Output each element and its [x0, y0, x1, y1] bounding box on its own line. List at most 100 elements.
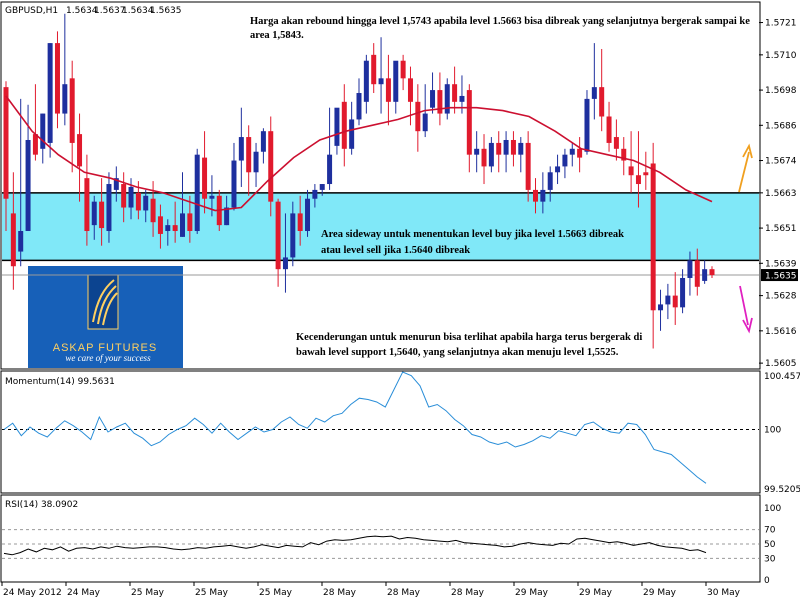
candle-body — [128, 186, 134, 208]
bottom-note-line-2: bawah level support 1,5640, yang selanju… — [296, 347, 619, 358]
candle-body — [665, 295, 671, 305]
candle-body — [106, 184, 112, 232]
candle-body — [635, 175, 641, 185]
candle-body — [680, 277, 686, 308]
mid-note-line-1: Area sideway untuk menentukan level buy … — [321, 229, 624, 240]
candle-body — [393, 60, 399, 102]
candle-body — [194, 154, 200, 232]
arrow-down-icon — [739, 285, 753, 334]
candle-body — [481, 148, 487, 167]
price-tick-label: 1.5651 — [765, 224, 797, 234]
time-tick-label: 28 May — [323, 588, 357, 598]
bottom-note-line-1: Kecenderungan untuk menurun bisa terliha… — [296, 332, 642, 343]
price-tick-label: 1.5663 — [765, 189, 797, 199]
candle-body — [297, 213, 303, 232]
price-tick-label: 1.5616 — [765, 327, 797, 337]
candle-body — [77, 134, 83, 167]
rsi-axis-ticks: 100 70 50 30 0 — [764, 504, 781, 586]
candle-body — [327, 154, 333, 185]
candle-body — [363, 60, 369, 102]
rsi-tick-label: 30 — [764, 554, 776, 564]
candle-body — [91, 201, 97, 226]
rsi-tick-label: 70 — [764, 526, 776, 536]
candle-body — [172, 225, 178, 232]
candle-body — [555, 166, 561, 173]
time-tick-label: 28 May — [451, 588, 485, 598]
candle-body — [113, 178, 119, 190]
price-tick-label: 1.5721 — [765, 19, 797, 29]
candle-body — [180, 213, 185, 237]
candle-body — [540, 189, 546, 202]
time-tick-label: 29 May — [643, 588, 677, 598]
candle-body — [422, 113, 428, 132]
candle-body — [496, 142, 502, 155]
top-note-line-1: Harga akan rebound hingga level 1,5743 a… — [250, 16, 750, 27]
current-price-box — [761, 269, 798, 282]
rsi-tick-label: 0 — [764, 576, 770, 586]
time-tick-label: 24 May 2012 — [3, 588, 62, 598]
candle-body — [32, 134, 38, 155]
time-tick-label: 28 May — [387, 588, 421, 598]
logo-tagline: we care of your success — [65, 353, 151, 363]
logo-flame-icon — [92, 279, 118, 326]
price-panel: ASKAP FUTURES we care of your success 1.… — [0, 1, 798, 370]
time-tick-label: 25 May — [195, 588, 229, 598]
momentum-tick-label: 100.4577 — [764, 372, 800, 382]
rsi-panel-frame — [0, 494, 761, 583]
price-tick-label: 1.5605 — [765, 359, 797, 369]
time-axis: 24 May 2012 24 May 25 May 25 May 25 May 28 Ma… — [1, 582, 741, 598]
candle-body — [430, 90, 436, 108]
candle-body — [444, 84, 450, 114]
candle-body — [25, 139, 31, 232]
candle-body — [452, 84, 458, 102]
rsi-level-lines — [2, 529, 759, 559]
momentum-tick-label: 99.5205 — [764, 485, 800, 495]
candle-body — [62, 84, 68, 114]
candle-body — [569, 148, 575, 155]
candle-body — [312, 189, 318, 199]
candle-body — [415, 101, 421, 132]
candle-body — [613, 137, 619, 149]
price-tick-label: 1.5698 — [765, 86, 797, 96]
rsi-tick-label: 100 — [764, 504, 781, 514]
candle-body — [224, 207, 230, 226]
candle-body — [577, 148, 583, 158]
momentum-line — [3, 371, 707, 484]
candle-body — [378, 78, 384, 85]
candle-body — [488, 142, 494, 167]
candle-body — [437, 90, 443, 114]
rsi-title: RSI(14) 38.0902 — [5, 500, 78, 510]
candle-body — [84, 178, 90, 232]
candle-body — [150, 198, 156, 223]
candle-body — [238, 137, 244, 161]
price-tick-label: 1.5686 — [765, 121, 797, 131]
rsi-tick-label: 50 — [764, 540, 776, 550]
logo-name: ASKAP FUTURES — [53, 342, 158, 354]
candle-body — [202, 157, 208, 199]
candle-body — [694, 260, 700, 287]
candle-body — [503, 139, 509, 155]
candle-body — [525, 142, 531, 190]
candle-body — [709, 269, 715, 276]
candle-body — [209, 195, 215, 199]
time-tick-label: 24 May — [67, 588, 101, 598]
candle-body — [599, 87, 605, 117]
candle-body — [584, 98, 590, 152]
time-tick-label: 30 May — [707, 588, 741, 598]
chart-symbol-title: GBPUSD,H1 — [5, 6, 58, 16]
price-tick-label: 1.5710 — [765, 51, 797, 61]
candle-body — [400, 60, 406, 79]
time-tick-label: 25 May — [131, 588, 165, 598]
candle-body — [3, 87, 9, 199]
momentum-title: Momentum(14) 99.5631 — [5, 377, 115, 387]
candle-body — [10, 213, 16, 267]
candle-body — [319, 184, 325, 190]
candle-body — [466, 90, 472, 155]
candle-body — [621, 148, 627, 161]
candle-body — [385, 78, 391, 102]
moving-average-line — [5, 95, 713, 212]
sideway-zone — [2, 192, 759, 261]
candle-body — [591, 87, 597, 99]
candle-body — [165, 225, 171, 232]
